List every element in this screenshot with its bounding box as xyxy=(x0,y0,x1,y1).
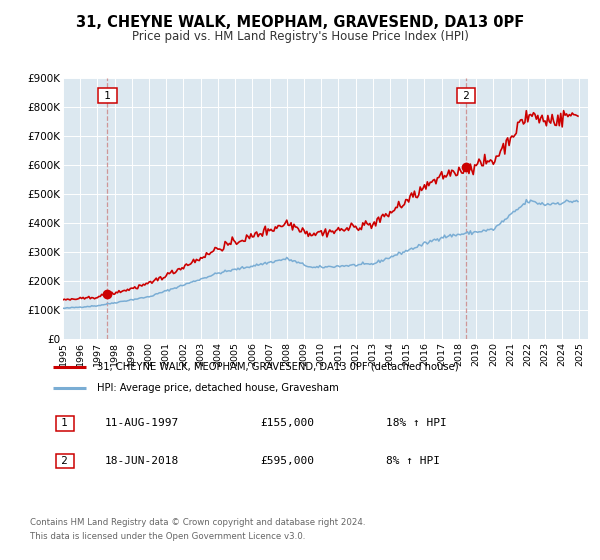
Text: This data is licensed under the Open Government Licence v3.0.: This data is licensed under the Open Gov… xyxy=(30,532,305,541)
Text: 1: 1 xyxy=(58,418,71,428)
Text: 1: 1 xyxy=(101,91,114,101)
Text: 31, CHEYNE WALK, MEOPHAM, GRAVESEND, DA13 0PF: 31, CHEYNE WALK, MEOPHAM, GRAVESEND, DA1… xyxy=(76,15,524,30)
Text: £595,000: £595,000 xyxy=(260,456,314,466)
Text: 8% ↑ HPI: 8% ↑ HPI xyxy=(386,456,440,466)
Text: 2: 2 xyxy=(58,456,71,466)
Text: 18-JUN-2018: 18-JUN-2018 xyxy=(105,456,179,466)
Text: HPI: Average price, detached house, Gravesham: HPI: Average price, detached house, Grav… xyxy=(97,383,338,393)
Text: 11-AUG-1997: 11-AUG-1997 xyxy=(105,418,179,428)
Text: 31, CHEYNE WALK, MEOPHAM, GRAVESEND, DA13 0PF (detached house): 31, CHEYNE WALK, MEOPHAM, GRAVESEND, DA1… xyxy=(97,362,458,372)
Text: £155,000: £155,000 xyxy=(260,418,314,428)
Text: Price paid vs. HM Land Registry's House Price Index (HPI): Price paid vs. HM Land Registry's House … xyxy=(131,30,469,43)
Text: Contains HM Land Registry data © Crown copyright and database right 2024.: Contains HM Land Registry data © Crown c… xyxy=(30,518,365,527)
Text: 2: 2 xyxy=(460,91,473,101)
Text: 18% ↑ HPI: 18% ↑ HPI xyxy=(386,418,447,428)
